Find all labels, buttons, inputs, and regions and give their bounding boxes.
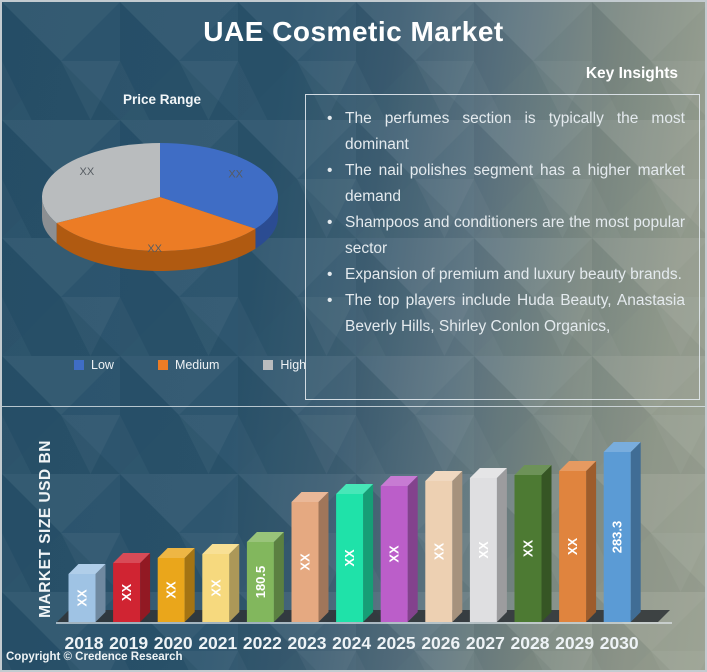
pie-chart-title: Price Range xyxy=(122,92,202,107)
market-size-bar-chart: XX 2018 XX 2019 XX 2020 XX 2021 180.5 2022 XX 2023 X… xyxy=(37,440,672,653)
year-axis-label: 2029 xyxy=(555,633,594,653)
bar-2028: XX xyxy=(514,465,552,622)
bar-value-label: 180.5 xyxy=(253,566,268,599)
year-axis-label: 2030 xyxy=(600,633,639,653)
bar-2023: XX xyxy=(291,492,329,622)
insight-bullet: The perfumes section is typically the mo… xyxy=(318,106,685,158)
price-range-pie-chart: XX XX XX xyxy=(41,143,278,271)
section-divider xyxy=(2,406,705,407)
pie-rim-medium xyxy=(56,223,256,271)
year-axis-label: 2018 xyxy=(65,633,104,653)
year-axis-label: 2028 xyxy=(511,633,550,653)
pie-rim-low xyxy=(255,197,278,249)
pie-rim-high xyxy=(42,197,57,244)
key-insights-heading: Key Insights xyxy=(585,65,678,82)
bar-2030: 283.3 xyxy=(603,442,641,622)
bar-2022: 180.5 xyxy=(246,532,284,622)
key-insights-list: The perfumes section is typically the mo… xyxy=(318,106,685,340)
key-insights-panel: The perfumes section is typically the mo… xyxy=(305,94,700,400)
bar-2021: XX xyxy=(202,544,240,622)
year-axis-label: 2023 xyxy=(288,633,327,653)
bar-2025: XX xyxy=(380,476,418,622)
bar-value-label: XX xyxy=(387,545,402,563)
insight-bullet: The nail polishes segment has a higher m… xyxy=(318,158,685,210)
pie-slice-medium xyxy=(56,197,256,251)
bar-value-label: XX xyxy=(75,589,90,607)
legend-swatch-low xyxy=(74,360,84,370)
legend-label-low: Low xyxy=(91,358,114,372)
bar-value-label: XX xyxy=(476,541,491,559)
bar-2026: XX xyxy=(425,471,463,622)
pie-value-label-low: XX xyxy=(228,169,243,181)
year-axis-label: 2025 xyxy=(377,633,416,653)
bar-2024: XX xyxy=(336,484,374,622)
bar-2029: XX xyxy=(559,461,597,622)
bar-2020: XX xyxy=(157,548,195,622)
pie-slice-low xyxy=(160,143,278,229)
bar-value-label: XX xyxy=(119,584,134,602)
bar-2027: XX xyxy=(469,468,507,622)
insight-bullet: Shampoos and conditioners are the most p… xyxy=(318,210,685,262)
pie-legend: Low Medium High xyxy=(74,358,306,372)
legend-label-medium: Medium xyxy=(174,358,220,372)
year-axis-label: 2027 xyxy=(466,633,505,653)
insight-bullet: Expansion of premium and luxury beauty b… xyxy=(318,262,685,288)
legend-item-low: Low xyxy=(74,358,114,372)
legend-swatch-high xyxy=(263,360,274,370)
year-axis-label: 2019 xyxy=(109,633,148,653)
pie-value-label-high: XX xyxy=(80,166,95,178)
bar-value-label: XX xyxy=(342,549,357,567)
year-axis-label: 2024 xyxy=(332,633,371,653)
insight-bullet: The top players include Huda Beauty, Ana… xyxy=(318,288,685,340)
pie-value-label-medium: XX xyxy=(147,243,162,255)
legend-label-high: High xyxy=(280,358,307,372)
bar-value-label: XX xyxy=(164,581,179,599)
pie-slice-high xyxy=(41,143,160,224)
year-axis-label: 2026 xyxy=(421,633,460,653)
bar-value-label: 283.3 xyxy=(610,521,625,554)
bar-value-label: XX xyxy=(298,553,313,571)
legend-item-medium: Medium xyxy=(157,358,220,372)
bar-value-label: XX xyxy=(431,543,446,561)
year-axis-label: 2021 xyxy=(198,633,237,653)
page-title: UAE Cosmetic Market xyxy=(203,16,504,47)
year-axis-label: 2022 xyxy=(243,633,282,653)
bar-2019: XX xyxy=(113,553,151,622)
bar-2018: XX xyxy=(68,564,106,622)
y-axis-label: MARKET SIZE USD BN xyxy=(37,440,54,618)
bar-value-label: XX xyxy=(565,538,580,556)
legend-swatch-medium xyxy=(157,360,168,370)
copyright-notice: Copyright © Credence Research xyxy=(6,651,183,663)
bar-value-label: XX xyxy=(208,579,223,597)
legend-item-high: High xyxy=(263,358,306,372)
bar-value-label: XX xyxy=(521,540,536,558)
year-axis-label: 2020 xyxy=(154,633,193,653)
